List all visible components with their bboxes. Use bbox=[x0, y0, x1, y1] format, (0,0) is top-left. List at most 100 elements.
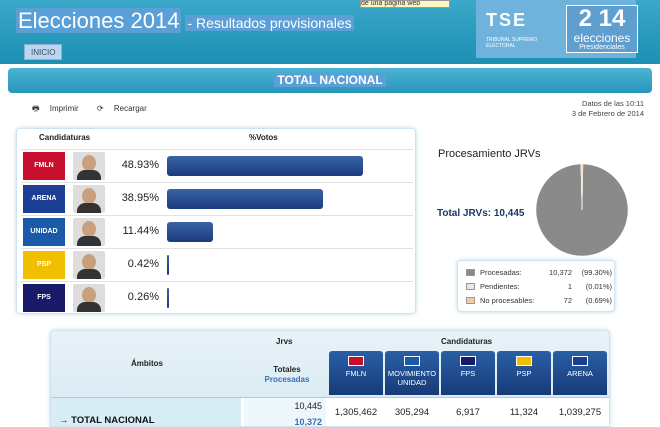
party-logo-label: FPS bbox=[37, 294, 51, 301]
print-button[interactable]: 🖶 Imprimir bbox=[32, 104, 87, 113]
pie-slice bbox=[580, 163, 584, 211]
party-mini-logo-icon bbox=[460, 356, 476, 366]
header-jrvs: Jrvs bbox=[276, 337, 293, 346]
page-title: Elecciones 2014- Resultados provisionale… bbox=[16, 8, 354, 34]
data-timestamp: Datos de las 10:11 3 de Febrero de 2014 bbox=[572, 99, 644, 119]
party-name-2: UNIDAD bbox=[397, 378, 427, 387]
party-column-header[interactable]: PSP bbox=[497, 351, 551, 395]
logo-year: 2 14 bbox=[578, 5, 626, 32]
toolbar: 🖶 Imprimir ⟳ Recargar bbox=[32, 103, 163, 117]
candidate-photo bbox=[73, 251, 105, 279]
party-mini-logo-icon bbox=[404, 356, 420, 366]
logo-presidenciales: Presidenciales bbox=[579, 44, 625, 51]
legend-count: 1 bbox=[567, 282, 572, 291]
vote-percent: 0.26% bbox=[127, 291, 159, 303]
reload-icon: ⟳ bbox=[96, 104, 104, 113]
vote-percent: 11.44% bbox=[122, 225, 160, 237]
legend-label: Procesadas: bbox=[480, 268, 522, 277]
vote-percent: 0.42% bbox=[127, 258, 159, 270]
vote-bar bbox=[167, 222, 213, 242]
party-logo-label: PSP bbox=[36, 261, 51, 268]
candidate-row: PSP 0.42% bbox=[21, 248, 413, 280]
vote-bar bbox=[167, 156, 363, 176]
logo-elecciones: elecciones bbox=[573, 31, 631, 45]
row-value: 1,039,275 bbox=[558, 407, 602, 418]
party-logo-label: UNIDAD bbox=[30, 228, 58, 235]
party-column-header[interactable]: FMLN bbox=[329, 351, 383, 395]
reload-label: Recargar bbox=[113, 104, 147, 113]
party-logo-icon: ARENA bbox=[23, 185, 65, 213]
printer-icon: 🖶 bbox=[32, 104, 40, 113]
legend-swatch bbox=[466, 297, 475, 304]
total-nacional-banner: TOTAL NACIONAL bbox=[8, 68, 652, 93]
candidates-header: Candidaturas %Votos bbox=[17, 133, 417, 147]
row-name: → TOTAL NACIONAL bbox=[59, 415, 155, 426]
legend-row: Procesadas: 10,372 (99.30%) bbox=[466, 267, 612, 279]
vote-bar bbox=[167, 288, 169, 308]
party-column-header[interactable]: FPS bbox=[441, 351, 495, 395]
tse-logo: TSE TRIBUNAL SUPREMO ELECTORAL bbox=[486, 10, 560, 50]
processing-pie-chart bbox=[535, 163, 629, 257]
table-row[interactable]: → TOTAL NACIONAL 10,445 10,372 1,305,462… bbox=[51, 397, 609, 427]
party-mini-logo-icon bbox=[348, 356, 364, 366]
results-table: Ámbitos Jrvs Candidaturas Totales Proces… bbox=[50, 330, 610, 427]
row-value: 305,294 bbox=[394, 407, 430, 418]
legend-label: No procesables: bbox=[480, 296, 535, 305]
header-procesadas: Procesadas bbox=[264, 375, 310, 384]
banner-title: TOTAL NACIONAL bbox=[274, 73, 386, 87]
party-mini-logo-icon bbox=[572, 356, 588, 366]
row-jrv-cell: 10,445 10,372 bbox=[244, 398, 326, 427]
inicio-label: INICIO bbox=[31, 48, 56, 57]
row-value: 6,917 bbox=[456, 407, 480, 418]
party-column-header[interactable]: MOVIMIENTO UNIDAD bbox=[385, 351, 439, 395]
legend-swatch bbox=[466, 269, 475, 276]
legend-row: Pendientes: 1 (0.01%) bbox=[466, 281, 612, 293]
vote-percent: 38.95% bbox=[121, 192, 159, 204]
header-ambitos: Ámbitos bbox=[131, 359, 163, 368]
elecciones-logo: 2 14 elecciones Presidenciales bbox=[566, 5, 638, 53]
row-jrv-procesadas: 10,372 bbox=[294, 417, 322, 427]
party-name: FMLN bbox=[345, 369, 367, 378]
party-name: PSP bbox=[516, 369, 532, 378]
header-candidaturas: Candidaturas bbox=[441, 337, 493, 346]
party-logo-label: FMLN bbox=[34, 162, 54, 169]
legend-row: No procesables: 72 (0.69%) bbox=[466, 295, 612, 307]
candidate-photo bbox=[73, 185, 105, 213]
vote-bar bbox=[167, 189, 323, 209]
browser-tooltip: de una página web bbox=[360, 0, 450, 8]
candidate-row: ARENA 38.95% bbox=[21, 182, 413, 214]
col-candidaturas: Candidaturas bbox=[39, 133, 91, 142]
party-name: MOVIMIENTO bbox=[387, 369, 437, 378]
tse-mark: TSE bbox=[486, 10, 528, 30]
header-totales: Totales bbox=[273, 365, 301, 374]
legend-swatch bbox=[466, 283, 475, 290]
legend-percent: (0.69%) bbox=[585, 296, 612, 305]
party-logo-label: ARENA bbox=[31, 195, 57, 202]
col-votos: %Votos bbox=[249, 133, 278, 142]
candidate-row: FPS 0.26% bbox=[21, 281, 413, 313]
party-logo-icon: PSP bbox=[23, 251, 65, 279]
timestamp-line1: Datos de las 10:11 bbox=[582, 99, 644, 108]
inicio-button[interactable]: INICIO bbox=[24, 44, 63, 60]
legend-percent: (0.01%) bbox=[585, 282, 612, 291]
party-logo-icon: FPS bbox=[23, 284, 65, 312]
legend-count: 10,372 bbox=[549, 268, 572, 277]
tse-caption: TRIBUNAL SUPREMO ELECTORAL bbox=[486, 37, 538, 49]
candidate-photo bbox=[73, 218, 105, 246]
processing-total: Total JRVs: 10,445 bbox=[437, 208, 525, 219]
reload-button[interactable]: ⟳ Recargar bbox=[97, 104, 155, 113]
party-mini-logo-icon bbox=[516, 356, 532, 366]
print-label: Imprimir bbox=[49, 104, 79, 113]
legend-percent: (99.30%) bbox=[581, 268, 612, 277]
row-value: 11,324 bbox=[509, 407, 539, 418]
party-logo-icon: UNIDAD bbox=[23, 218, 65, 246]
title-main: Elecciones 2014 bbox=[16, 8, 182, 33]
timestamp-line2: 3 de Febrero de 2014 bbox=[571, 109, 644, 118]
vote-bar bbox=[167, 255, 169, 275]
row-name-cell: → TOTAL NACIONAL bbox=[51, 398, 241, 426]
party-column-header[interactable]: ARENA bbox=[553, 351, 607, 395]
title-subtitle: - Resultados provisionales bbox=[185, 15, 354, 31]
candidate-photo bbox=[73, 152, 105, 180]
vote-percent: 48.93% bbox=[121, 159, 159, 171]
